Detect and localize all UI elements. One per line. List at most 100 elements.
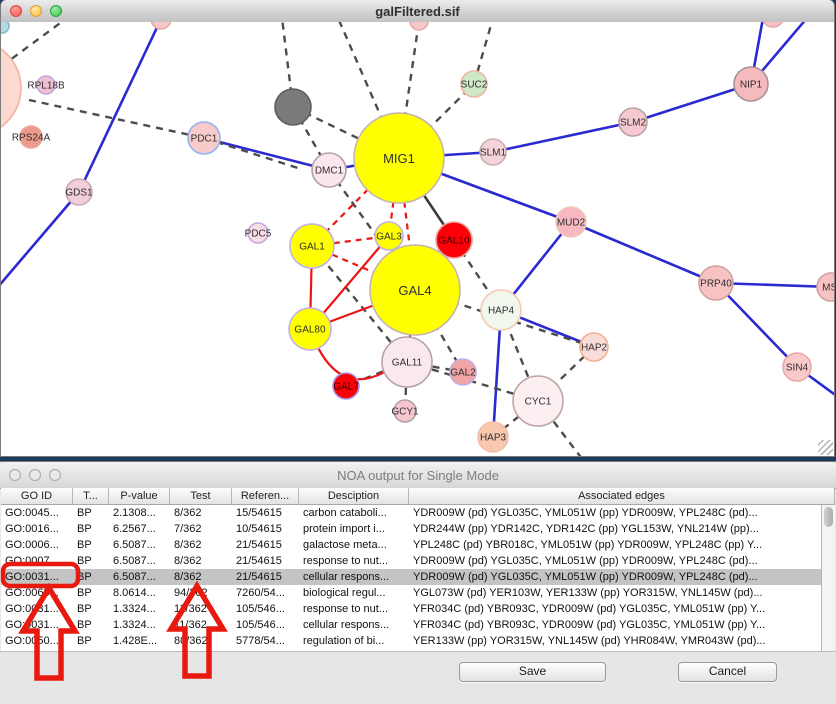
close-button[interactable] (10, 5, 22, 17)
graph-edge[interactable] (492, 120, 634, 154)
node-GDS1[interactable] (65, 178, 93, 206)
node-GCY1[interactable] (393, 399, 417, 423)
cell: 8/362 (174, 555, 202, 567)
node-GAL11[interactable] (381, 336, 433, 388)
table-row[interactable]: GO:0045... BP 2.1308... 8/362 15/54615 carbon… (1, 505, 821, 521)
node-SLM2[interactable] (618, 107, 648, 137)
table-row[interactable]: GO:0016... BP 6.2567... 7/362 10/54615 protei… (1, 521, 821, 537)
node-toppink3[interactable] (762, 22, 784, 28)
column-header-4[interactable]: Referen... (232, 488, 299, 504)
node-MIG1[interactable] (353, 112, 445, 204)
node-PDC5[interactable] (247, 222, 269, 244)
vertical-scrollbar[interactable] (821, 505, 835, 651)
node-GAL1[interactable] (289, 223, 335, 269)
node-label-SUC2: SUC2 (461, 80, 488, 91)
node-GAL10[interactable] (435, 221, 473, 259)
node-PRP40[interactable] (698, 265, 734, 301)
graph-edge[interactable] (406, 360, 464, 374)
node-RPS24A[interactable] (19, 125, 43, 149)
minimize-button[interactable] (30, 5, 42, 17)
cell: GO:0016... (5, 523, 59, 535)
node-DARK[interactable] (274, 88, 312, 126)
node-toppink1[interactable] (150, 22, 172, 30)
node-label-GAL7: GAL7 (333, 382, 359, 393)
node-RPL18B[interactable] (36, 75, 56, 95)
cell: cellular respons... (303, 571, 390, 583)
zoom-button[interactable] (50, 5, 62, 17)
cell: cellular respons... (303, 619, 390, 631)
graph-edge[interactable] (715, 282, 798, 368)
cell: 1.3324... (113, 619, 156, 631)
node-cyan[interactable] (1, 22, 10, 34)
column-header-2[interactable]: P-value (109, 488, 170, 504)
table-row[interactable]: GO:0006... BP 6.5087... 8/362 21/54615 galact… (1, 537, 821, 553)
node-label-RPL18B: RPL18B (27, 81, 65, 92)
graph-edge[interactable] (472, 22, 494, 85)
node-label-RPS24A: RPS24A (12, 133, 51, 144)
cell: 1.3324... (113, 603, 156, 615)
graph-edge[interactable] (397, 22, 421, 159)
table-row[interactable]: GO:0031... BP 1.3324... 11/362 105/546... cel… (1, 617, 821, 633)
table-row[interactable]: GO:0007... BP 6.5087... 8/362 21/54615 respon… (1, 553, 821, 569)
network-window-titlebar: galFiltered.sif (1, 0, 834, 23)
node-toppink2[interactable] (409, 22, 429, 31)
cell: 105/546... (236, 619, 285, 631)
cancel-button[interactable]: Cancel (678, 662, 777, 682)
cell: 6.5087... (113, 571, 156, 583)
cell: BP (77, 635, 92, 647)
cell: 1.428E... (113, 635, 158, 647)
node-GAL80[interactable] (288, 307, 332, 351)
table-row[interactable]: GO:0031... BP 6.5087... 8/362 21/54615 cellul… (1, 569, 821, 585)
graph-edge[interactable] (492, 400, 539, 438)
network-canvas[interactable]: RPL18B RPS24A GDS1 PDC1 DMC1 MIG1 SUC2 SLM1 SLM2… (1, 22, 834, 456)
node-GAL7[interactable] (332, 372, 360, 400)
node-CYC1[interactable] (512, 375, 564, 427)
column-header-0[interactable]: GO ID (1, 488, 73, 504)
graph-edge[interactable] (203, 136, 302, 171)
node-bignode[interactable] (1, 40, 22, 136)
node-NIP1[interactable] (733, 66, 769, 102)
graph-edge[interactable] (570, 220, 717, 285)
graph-edge[interactable] (292, 105, 400, 160)
table-row[interactable]: GO:0050... BP 1.428E... 80/362 5778/54... reg… (1, 633, 821, 649)
node-HAP3[interactable] (477, 421, 509, 453)
graph-edge[interactable] (77, 22, 162, 193)
node-SUC2[interactable] (460, 70, 488, 98)
node-HAP4[interactable] (480, 289, 522, 331)
save-button[interactable]: Save (459, 662, 606, 682)
zoom-button[interactable] (49, 469, 61, 481)
node-label-GCY1: GCY1 (391, 407, 419, 418)
node-label-MSI: MSI (822, 283, 834, 294)
cell: BP (77, 507, 92, 519)
node-GAL4[interactable] (369, 244, 461, 336)
column-header-3[interactable]: Test (170, 488, 232, 504)
table-row[interactable]: GO:0065... BP 8.0614... 94/362 7260/54... bio… (1, 585, 821, 601)
column-header-5[interactable]: Desciption (299, 488, 409, 504)
node-SIN4[interactable] (782, 352, 812, 382)
node-label-MUD2: MUD2 (557, 218, 586, 229)
graph-edge[interactable] (28, 98, 205, 140)
minimize-button[interactable] (29, 469, 41, 481)
close-button[interactable] (9, 469, 21, 481)
node-MSI[interactable] (816, 272, 834, 302)
node-GAL2[interactable] (449, 358, 477, 386)
graph-edge[interactable] (632, 82, 752, 124)
graph-edge[interactable] (203, 136, 330, 172)
node-PDC1[interactable] (187, 121, 221, 155)
node-label-DMC1: DMC1 (315, 166, 344, 177)
table-row[interactable]: GO:0031... BP 1.3324... 11/362 105/546... res… (1, 601, 821, 617)
node-MUD2[interactable] (555, 206, 587, 238)
scrollbar-thumb[interactable] (824, 507, 833, 527)
node-DMC1[interactable] (311, 152, 347, 188)
graph-edge[interactable] (491, 309, 503, 438)
resize-grip[interactable] (818, 440, 833, 455)
node-HAP2[interactable] (579, 332, 609, 362)
graph-edge[interactable] (715, 281, 832, 289)
column-header-6[interactable]: Associated edges (409, 488, 835, 504)
node-SLM1[interactable] (479, 138, 507, 166)
node-label-CYC1: CYC1 (525, 397, 552, 408)
column-header-1[interactable]: T... (73, 488, 109, 504)
graph-edge[interactable] (1, 191, 80, 288)
cell: protein import i... (303, 523, 385, 535)
node-GAL3[interactable] (374, 221, 404, 251)
